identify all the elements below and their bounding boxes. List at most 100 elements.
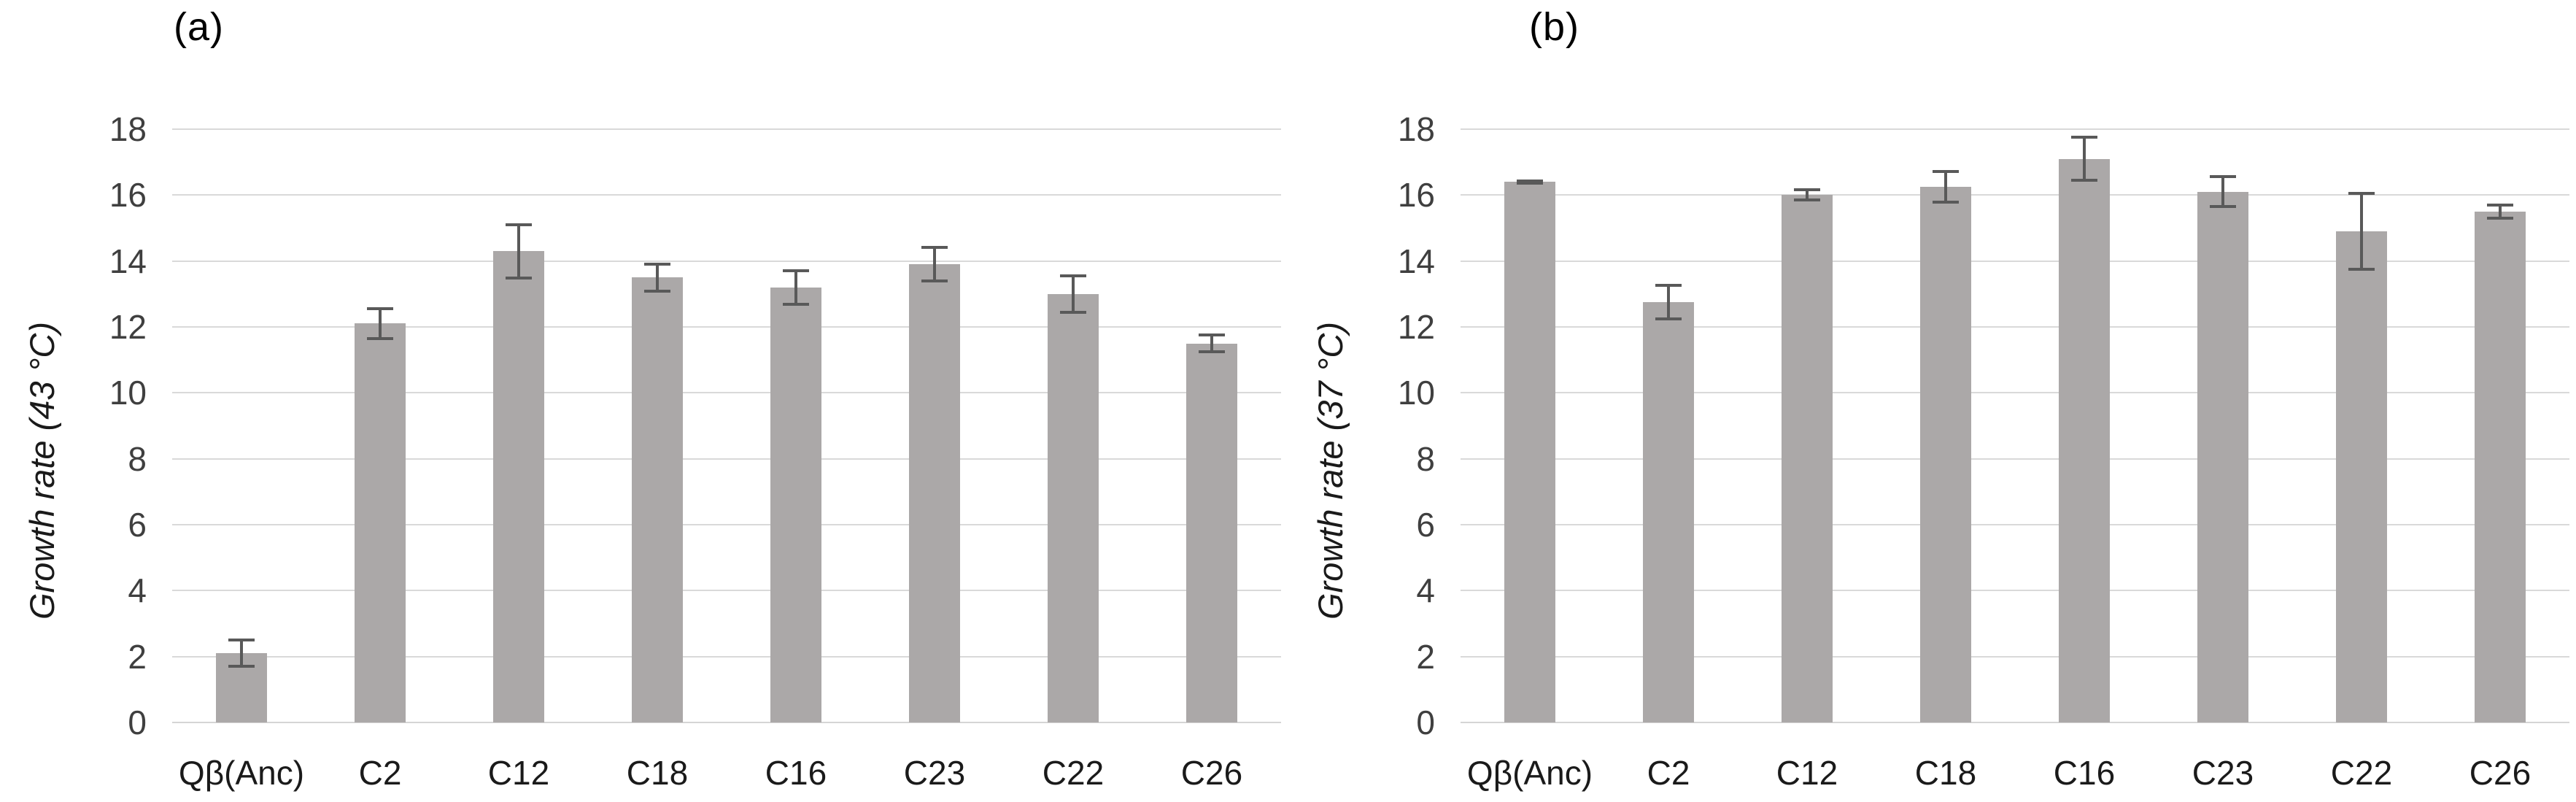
gridline-14 (172, 260, 1281, 262)
y-tick-label-12: 12 (1397, 308, 1435, 346)
bar-C2 (355, 323, 406, 722)
error-bar-C18 (656, 262, 659, 293)
y-tick-label-4: 4 (128, 571, 147, 610)
y-tick-label-2: 2 (1416, 637, 1435, 676)
x-category-label-C22: C22 (1042, 754, 1105, 792)
y-tick-label-12: 12 (109, 308, 147, 346)
bar-C26 (2475, 211, 2526, 722)
error-cap-bottom-C22 (2348, 268, 2375, 271)
error-cap-top-C12 (506, 223, 532, 226)
bar-C16 (2059, 158, 2110, 722)
error-cap-bottom-C23 (921, 279, 948, 283)
error-cap-top-Qβ(Anc) (228, 638, 255, 641)
x-category-label-C26: C26 (2469, 754, 2531, 792)
error-cap-top-C22 (1060, 274, 1086, 277)
panel-a-label: (a) (174, 5, 224, 49)
y-tick-label-8: 8 (128, 439, 147, 478)
x-category-label-Qβ(Anc): Qβ(Anc) (1466, 754, 1593, 792)
y-tick-label-10: 10 (1397, 374, 1435, 412)
error-cap-bottom-C2 (1655, 317, 1682, 320)
x-category-label-C26: C26 (1180, 754, 1243, 792)
error-cap-bottom-C12 (1794, 198, 1820, 202)
gridline-18 (172, 128, 1281, 130)
bar-C22 (1048, 293, 1099, 722)
error-cap-bottom-Qβ(Anc) (228, 665, 255, 668)
x-category-label-C23: C23 (903, 754, 966, 792)
bar-C2 (1643, 302, 1694, 722)
bar-C12 (493, 251, 544, 722)
bar-C16 (770, 287, 821, 722)
error-cap-top-C12 (1794, 188, 1820, 192)
error-bar-C12 (517, 223, 520, 279)
error-cap-top-C18 (644, 262, 670, 266)
error-cap-bottom-C16 (2071, 179, 2097, 182)
x-axis-line (172, 722, 1281, 723)
error-bar-C12 (1806, 188, 1809, 202)
gridline-6 (172, 524, 1281, 525)
error-cap-top-C2 (367, 306, 393, 310)
x-category-label-C2: C2 (1647, 754, 1690, 792)
error-cap-top-C26 (2487, 203, 2513, 207)
gridline-14 (1461, 260, 2569, 262)
gridline-2 (172, 655, 1281, 658)
gridline-10 (1461, 392, 2569, 394)
error-bar-C16 (2083, 136, 2086, 182)
bar-C18 (632, 277, 683, 722)
error-bar-C2 (1667, 284, 1670, 320)
error-cap-top-C26 (1199, 333, 1225, 337)
gridline-6 (1461, 524, 2569, 525)
y-tick-label-18: 18 (1397, 110, 1435, 148)
gridline-8 (1461, 458, 2569, 460)
bar-C23 (909, 264, 960, 722)
gridline-16 (1461, 194, 2569, 196)
x-category-label-C16: C16 (765, 754, 827, 792)
panel-b: (b) Growth rate (37 °C) 0 2 4 6 8 10 12 14 16 18 Q… (1288, 0, 2576, 802)
gridline-12 (1461, 326, 2569, 328)
gridline-18 (1461, 128, 2569, 130)
x-category-label-C22: C22 (2330, 754, 2393, 792)
x-category-label-C2: C2 (358, 754, 402, 792)
error-cap-bottom-C2 (367, 337, 393, 341)
error-bar-C26 (1210, 333, 1213, 354)
y-tick-label-2: 2 (128, 637, 147, 676)
error-cap-top-C16 (2071, 136, 2097, 139)
x-category-label-C12: C12 (487, 754, 550, 792)
bar-C22 (2336, 231, 2387, 722)
y-tick-label-0: 0 (128, 703, 147, 741)
gridline-2 (1461, 655, 2569, 658)
x-category-label-C18: C18 (1914, 754, 1977, 792)
error-cap-bottom-C12 (506, 276, 532, 279)
error-bar-C18 (1944, 170, 1947, 204)
y-tick-label-14: 14 (109, 242, 147, 280)
error-bar-C22 (1072, 274, 1075, 314)
error-cap-bottom-Qβ(Anc) (1517, 181, 1543, 185)
x-category-label-C18: C18 (626, 754, 689, 792)
gridline-10 (172, 392, 1281, 394)
error-cap-bottom-C22 (1060, 310, 1086, 314)
y-tick-label-0: 0 (1416, 703, 1435, 741)
bar-Qβ(Anc) (1504, 182, 1555, 722)
y-tick-label-6: 6 (1416, 506, 1435, 544)
y-tick-label-18: 18 (109, 110, 147, 148)
plot-area-b: 0 2 4 6 8 10 12 14 16 18 Qβ(Anc) C2 C12 C18 C16 C23 C22 C… (1398, 112, 2569, 792)
error-cap-top-C22 (2348, 191, 2375, 195)
x-category-label-Qβ(Anc): Qβ(Anc) (178, 754, 305, 792)
error-cap-top-C2 (1655, 284, 1682, 288)
error-cap-bottom-C16 (783, 302, 809, 306)
y-tick-label-14: 14 (1397, 242, 1435, 280)
x-category-label-C16: C16 (2053, 754, 2116, 792)
y-tick-label-8: 8 (1416, 439, 1435, 478)
error-cap-top-C23 (2210, 175, 2236, 179)
x-axis-line (1461, 722, 2569, 723)
error-bar-C23 (2221, 175, 2224, 209)
error-cap-bottom-C18 (644, 289, 670, 293)
error-cap-top-Qβ(Anc) (1517, 179, 1543, 182)
y-tick-label-16: 16 (1397, 176, 1435, 215)
error-bar-C16 (794, 269, 797, 306)
error-cap-bottom-C23 (2210, 205, 2236, 209)
panel-a: (a) Growth rate (43 °C) 0 2 4 6 8 10 12 14 16 18 Q… (23, 5, 1281, 792)
gridline-16 (172, 194, 1281, 196)
x-category-label-C23: C23 (2192, 754, 2254, 792)
bar-C23 (2197, 191, 2248, 722)
